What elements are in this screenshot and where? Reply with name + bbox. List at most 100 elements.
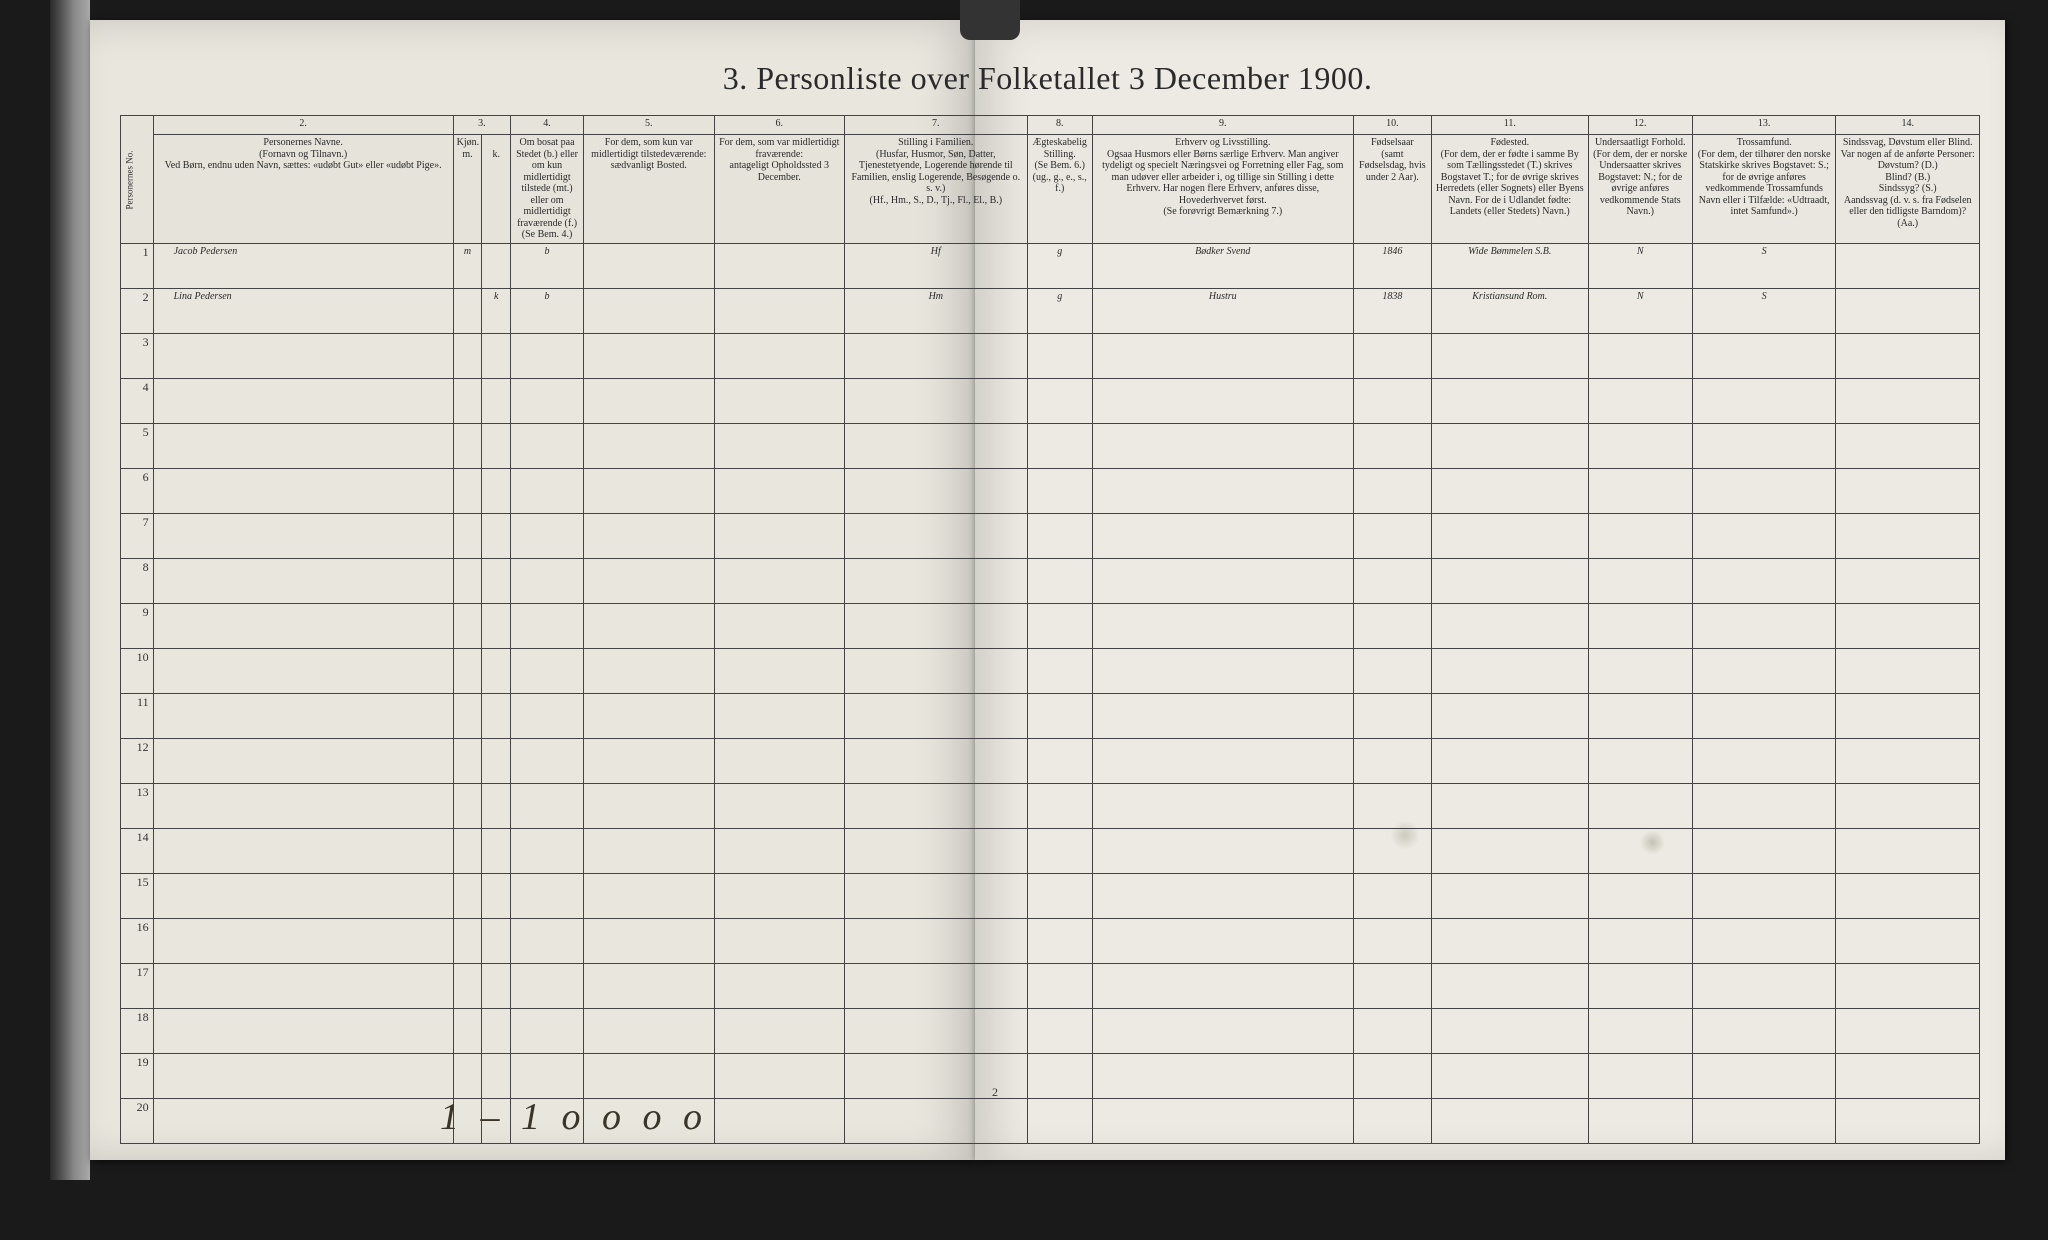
cell [584,738,714,783]
row-number: 2 [121,288,154,333]
cell [1692,963,1836,1008]
cell [1588,783,1692,828]
cell [1432,828,1589,873]
cell: 1838 [1353,288,1431,333]
cell [1836,963,1980,1008]
cell [584,288,714,333]
cell [844,333,1027,378]
cell: k [482,288,511,333]
cell [714,1098,844,1143]
row-number: 6 [121,468,154,513]
cell [1588,1053,1692,1098]
cell [453,288,482,333]
cell [453,828,482,873]
cell [1092,1053,1353,1098]
cell [584,243,714,288]
colnum-7: 7. [844,116,1027,135]
cell [453,873,482,918]
cell [482,918,511,963]
header-sex-k: k. [482,135,511,244]
cell [1836,828,1980,873]
cell [1353,1098,1431,1143]
cell [714,963,844,1008]
table-row: 3 [121,333,1980,378]
table-row: 2Lina PedersenkbHmgHustru1838Kristiansun… [121,288,1980,333]
cell [453,423,482,468]
cell [844,738,1027,783]
cell [1432,963,1589,1008]
cell [1353,1053,1431,1098]
colnum-4: 4. [511,116,584,135]
cell [453,783,482,828]
colnum-11: 11. [1432,116,1589,135]
cell [153,468,453,513]
cell [1432,1008,1589,1053]
cell [1692,918,1836,963]
cell [714,1008,844,1053]
cell [1836,558,1980,603]
cell [482,243,511,288]
cell [584,918,714,963]
cell [453,333,482,378]
cell [1353,738,1431,783]
cell [1092,918,1353,963]
cell [1027,828,1092,873]
cell [1692,693,1836,738]
table-row: 19 [121,1053,1980,1098]
cell [584,828,714,873]
cell [1092,873,1353,918]
cell [714,468,844,513]
cell [584,783,714,828]
cell [511,333,584,378]
header-name: Personernes Navne.(Fornavn og Tilnavn.)V… [153,135,453,244]
cell: Hm [844,288,1027,333]
row-number: 1 [121,243,154,288]
cell [844,378,1027,423]
cell [1027,603,1092,648]
cell [714,558,844,603]
cell [1092,738,1353,783]
cell [1432,378,1589,423]
cell [153,1008,453,1053]
table-row: 10 [121,648,1980,693]
cell [714,873,844,918]
cell [511,468,584,513]
cell [714,648,844,693]
cell [1092,828,1353,873]
cell: 1846 [1353,243,1431,288]
cell [1092,603,1353,648]
cell [1353,828,1431,873]
table-row: 7 [121,513,1980,558]
cell [584,873,714,918]
row-number: 4 [121,378,154,423]
cell [1588,558,1692,603]
cell [482,1053,511,1098]
cell [1836,873,1980,918]
cell [844,693,1027,738]
cell [844,783,1027,828]
cell [584,648,714,693]
cell [714,243,844,288]
cell [482,513,511,558]
table-row: 13 [121,783,1980,828]
header-sex-m: Kjøn.m. [453,135,482,244]
cell [1588,963,1692,1008]
cell [1027,783,1092,828]
cell [153,558,453,603]
table-row: 5 [121,423,1980,468]
cell: g [1027,243,1092,288]
cell [1027,963,1092,1008]
cell [1432,333,1589,378]
colnum-3: 3. [453,116,510,135]
cell [1092,333,1353,378]
cell [511,828,584,873]
cell [1588,468,1692,513]
cell [511,513,584,558]
cell [482,378,511,423]
cell [153,378,453,423]
cell [1432,738,1589,783]
cell [453,963,482,1008]
cell [482,648,511,693]
cell: Bødker Svend [1092,243,1353,288]
cell: Hustru [1092,288,1353,333]
